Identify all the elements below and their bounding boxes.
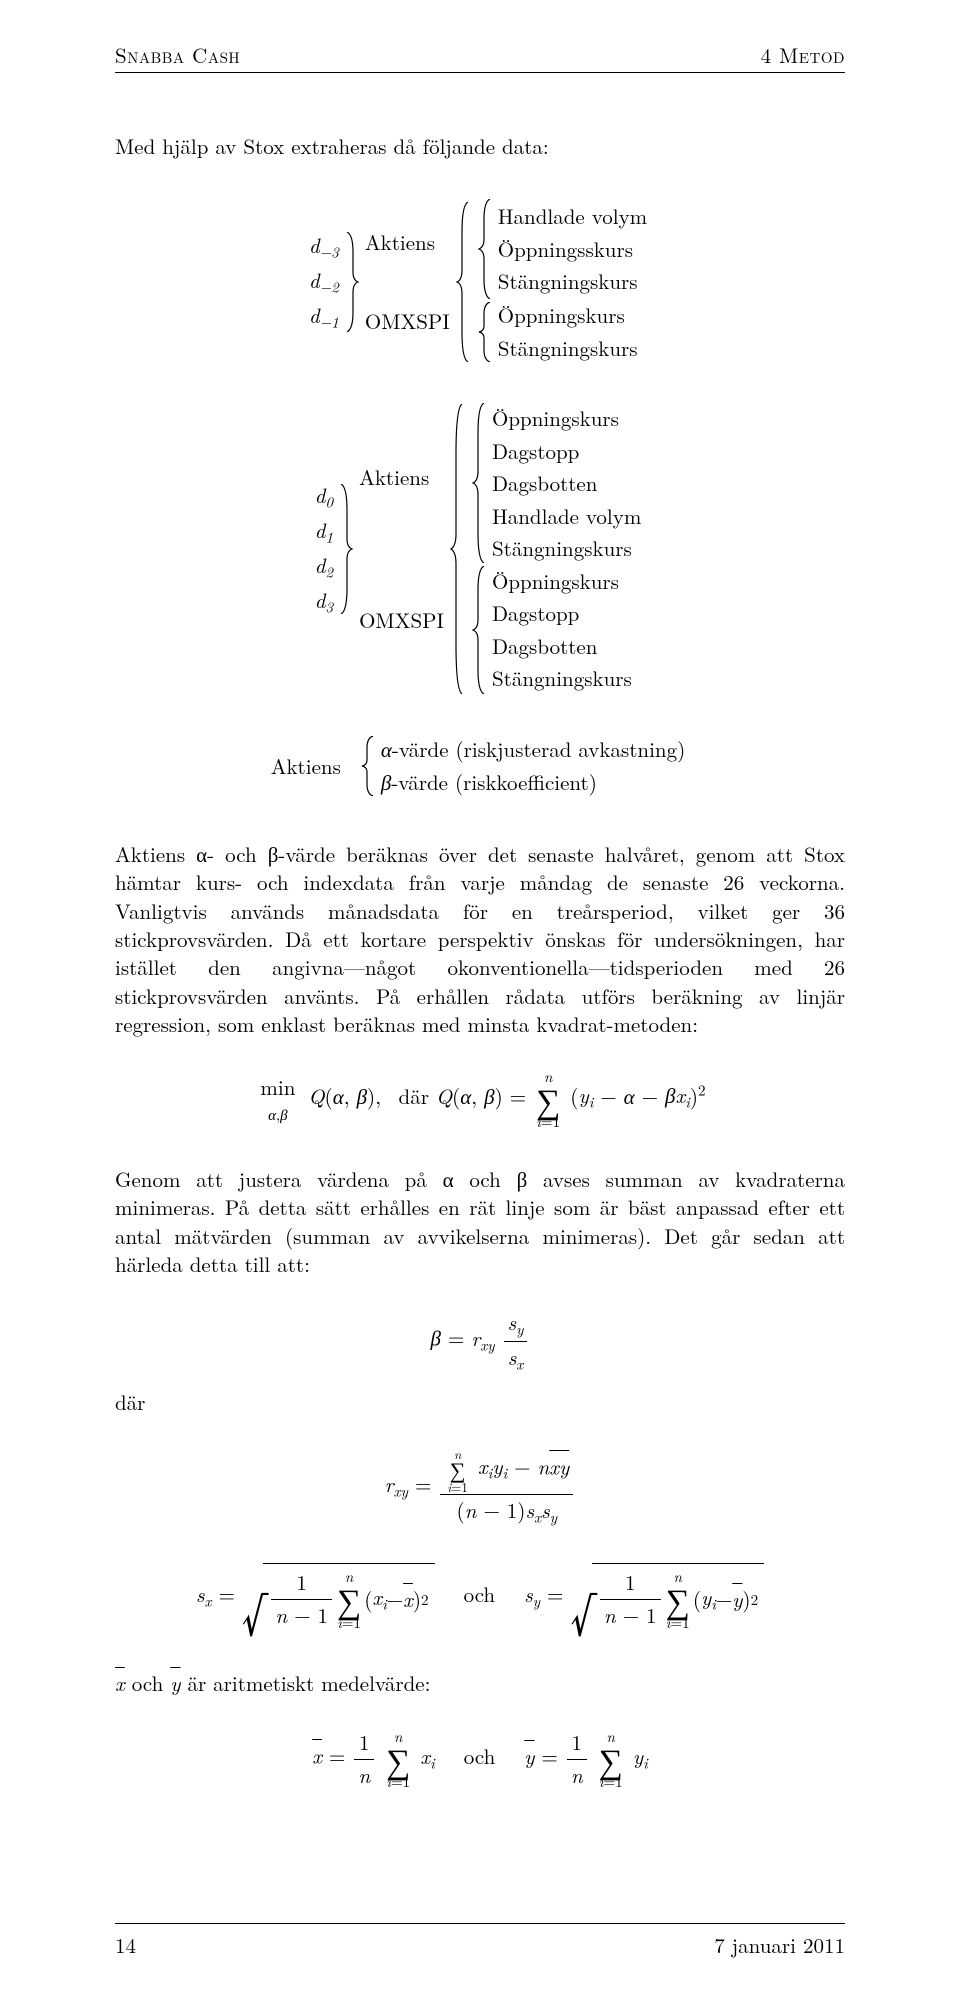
equation-means: x = 1n n∑i=1 xi och y = 1n n∑i=1 yi [115, 1728, 845, 1790]
och-label: och [464, 1579, 496, 1609]
symbol: d0 [315, 479, 333, 514]
page-number: 14 [115, 1930, 136, 1960]
running-header: Snabba Cash 4 Metod [115, 40, 845, 73]
label: Dagstopp [492, 597, 632, 630]
label: Öppningskurs [498, 299, 638, 332]
label: Stängningskurs [498, 265, 647, 298]
label: Aktiens [271, 751, 341, 781]
label: Dagstopp [492, 435, 641, 468]
body-paragraph-1: Aktiens α- och β-värde beräknas över det… [115, 840, 845, 1038]
label: α-värde (riskjusterad avkastning) [381, 733, 685, 766]
data-block-1: d−3 d−2 d−1 Aktiens OMXSPI Handlade voly… [115, 199, 845, 364]
right-brace-icon [339, 484, 353, 614]
header-left: Snabba Cash [115, 40, 240, 70]
where-label: där [115, 1387, 845, 1417]
symbol: d−1 [309, 299, 339, 334]
symbol: d3 [315, 584, 333, 619]
symbol: d−3 [309, 229, 339, 264]
footer-date: 7 januari 2011 [714, 1930, 845, 1960]
left-brace-icon [478, 302, 492, 362]
page: Snabba Cash 4 Metod Med hjälp av Stox ex… [0, 0, 960, 2000]
label: Stängningskurs [492, 662, 632, 695]
label: Öppningskurs [492, 402, 641, 435]
och-label: och [464, 1741, 496, 1771]
running-footer: 14 7 januari 2011 [115, 1923, 845, 1960]
right-brace-icon [345, 232, 359, 332]
left-brace-icon [478, 199, 492, 299]
label: β-värde (riskkoefficient) [381, 766, 685, 799]
label: OMXSPI [365, 305, 450, 338]
symbol: d1 [315, 514, 333, 549]
mean-line: x och y är aritmetiskt medelvärde: [115, 1668, 845, 1698]
left-brace-icon [472, 566, 486, 694]
label: Handlade volym [498, 200, 647, 233]
left-brace-icon [456, 202, 470, 362]
label: Öppningskurs [492, 565, 632, 598]
equation-beta: β = rxy sysx [115, 1308, 845, 1374]
intro-text: Med hjälp av Stox extraheras då följande… [115, 131, 845, 161]
data-block-3: Aktiens α-värde (riskjusterad avkastning… [115, 733, 845, 798]
label: Dagsbotten [492, 630, 632, 663]
label: Stängningskurs [498, 332, 638, 365]
equation-sx-sy: sx = √ 1n − 1 n∑i=1 (xi − x)2 och sy = √… [115, 1563, 845, 1632]
label: Dagsbotten [492, 467, 641, 500]
left-brace-icon [450, 404, 464, 694]
header-right: 4 Metod [761, 40, 845, 70]
equation-rxy: rxy = n∑i=1 xiyi − nxy (n − 1)sxsy [115, 1447, 845, 1528]
label: OMXSPI [359, 604, 444, 637]
left-brace-icon [472, 403, 486, 563]
symbol: d−2 [309, 264, 339, 299]
symbol: d2 [315, 549, 333, 584]
left-brace-icon [361, 736, 375, 796]
data-block-2: d0 d1 d2 d3 Aktiens OMXSPI Öppningskurs … [115, 402, 845, 695]
label: Handlade volym [492, 500, 641, 533]
label: Öppningsskurs [498, 233, 647, 266]
equation-min-q: minα,β Q(α, β), där Q(α, β) = n∑i=1 (yi … [115, 1069, 845, 1130]
body-paragraph-2: Genom att justera värdena på α och β avs… [115, 1165, 845, 1278]
label: Aktiens [365, 226, 450, 259]
label: Stängningskurs [492, 532, 641, 565]
label: Aktiens [359, 461, 444, 494]
